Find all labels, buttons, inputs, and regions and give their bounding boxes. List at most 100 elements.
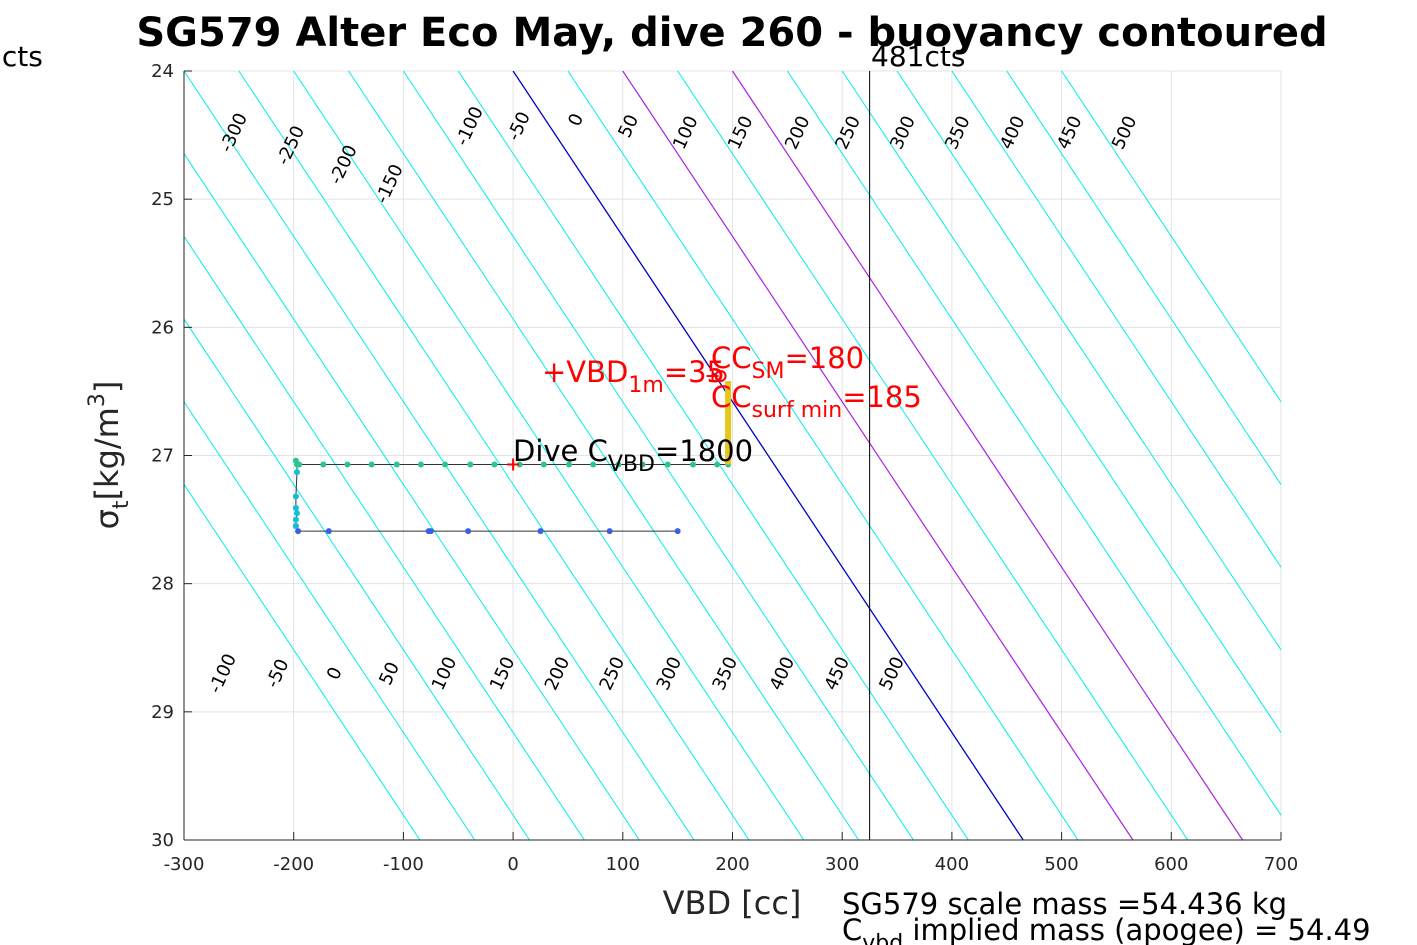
dive-cvbd-main: Dive C — [513, 434, 608, 468]
vbd-1m-sub: 1m — [628, 373, 663, 398]
cc-surf-min-annotation: CCsurf min=185 — [711, 380, 922, 423]
implied-mass-sub: vbd — [862, 931, 903, 945]
x-tick-label: 700 — [1264, 854, 1298, 875]
profile-point — [615, 461, 622, 468]
contour-line — [402, 71, 914, 840]
profile-point — [344, 461, 351, 468]
contour-line — [457, 71, 969, 840]
buoyancy-contours — [184, 71, 1281, 840]
profile-point — [292, 505, 299, 512]
y-tick-label: 30 — [151, 830, 174, 851]
dive-profile — [292, 381, 732, 535]
contour-line — [732, 71, 1244, 840]
x-tick-label: 600 — [1154, 854, 1188, 875]
contour-line — [1006, 71, 1281, 486]
implied-mass-rest: implied mass (apogee) = 54.49 — [903, 913, 1370, 945]
vline-label-1cts: 1cts — [0, 40, 43, 73]
implied-mass-c: C — [842, 913, 862, 945]
x-tick-label: 200 — [715, 854, 749, 875]
contour-line — [184, 400, 476, 840]
y-tick-label: 29 — [151, 702, 174, 723]
scale-mass-text: SG579 scale mass =54.436 kg — [842, 887, 1287, 921]
marker-symbols — [507, 370, 727, 471]
contour-line — [184, 318, 530, 840]
x-tick-label: 400 — [935, 854, 969, 875]
y-tick-label: 28 — [151, 574, 174, 595]
cc-sm-circle-marker — [714, 370, 727, 383]
x-tick-label: 0 — [507, 854, 518, 875]
profile-point — [606, 528, 613, 535]
dive-cvbd-sub: VBD — [608, 452, 655, 477]
profile-point — [293, 510, 300, 517]
contour-line — [896, 71, 1281, 651]
profile-point — [292, 493, 299, 500]
profile-point — [293, 469, 300, 476]
x-tick-label: -300 — [164, 854, 205, 875]
cc-surf-min-sub: surf min — [752, 398, 843, 423]
chart-title: SG579 Alter Eco May, dive 260 - buoyancy… — [136, 10, 1327, 56]
y-axis-label: σt[kg/m3] — [85, 381, 134, 530]
cc-surf-min-main: CC — [711, 380, 752, 414]
cc-sm-value: =180 — [784, 341, 864, 375]
contour-line — [184, 483, 421, 840]
contour-line — [348, 71, 860, 840]
contour-line — [622, 71, 1134, 840]
profile-point — [417, 461, 424, 468]
profile-point — [465, 528, 472, 535]
cc-sm-sub: SM — [752, 359, 785, 384]
contour-line — [184, 152, 640, 840]
contour-line — [841, 71, 1281, 734]
profile-point — [442, 461, 449, 468]
cc-sm-main: CC — [711, 341, 752, 375]
y-tick-label: 27 — [151, 446, 174, 467]
y-axis-label-sub: t — [109, 500, 134, 509]
profile-point — [566, 461, 573, 468]
contour-line — [293, 71, 805, 840]
implied-mass-text: Cvbd implied mass (apogee) = 54.49 — [842, 913, 1371, 945]
x-tick-label: 300 — [825, 854, 859, 875]
cc-surf-min-value: =185 — [842, 380, 922, 414]
x-tick-label: 100 — [606, 854, 640, 875]
profile-point — [537, 528, 544, 535]
axes — [183, 70, 1282, 841]
contour-line — [786, 71, 1281, 817]
profile-point — [590, 461, 597, 468]
contour-line — [567, 71, 1079, 840]
profile-point — [292, 522, 299, 529]
profile-point — [664, 461, 671, 468]
x-tick-label: -100 — [383, 854, 424, 875]
contour-line — [238, 71, 750, 840]
grid-lines — [183, 70, 1282, 841]
y-tick-label: 24 — [151, 61, 174, 82]
profile-point — [296, 461, 303, 468]
profile-point — [467, 461, 474, 468]
contour-line — [512, 71, 1024, 840]
contour-line — [951, 71, 1281, 569]
vbd-1m-annotation: +VBD1m=35 — [542, 355, 725, 398]
profile-point — [491, 461, 498, 468]
profile-point — [425, 528, 432, 535]
profile-point — [690, 461, 697, 468]
profile-point — [320, 461, 327, 468]
vline-label-481cts: 481cts — [871, 40, 965, 73]
profile-point — [516, 461, 523, 468]
y-tick-label: 25 — [151, 189, 174, 210]
contour-line — [184, 71, 695, 840]
vbd-1m-main: +VBD — [542, 355, 628, 389]
contour-line — [677, 71, 1189, 840]
profile-point — [295, 528, 302, 535]
y-axis-label-sup: 3 — [85, 393, 110, 407]
profile-point — [540, 461, 547, 468]
x-tick-label: -200 — [273, 854, 314, 875]
contour-line — [1061, 71, 1281, 403]
vbd-1m-value: =35 — [664, 355, 725, 389]
profile-point — [325, 528, 332, 535]
cc-sm-annotation: CCSM=180 — [711, 341, 864, 384]
y-axis-label-unit: [kg/m — [88, 407, 126, 500]
y-tick-label: 26 — [151, 317, 174, 338]
y-axis-label-close: ] — [88, 381, 126, 393]
y-axis-label-main: σ — [88, 509, 126, 529]
profile-point — [674, 528, 681, 535]
dive-cvbd-annotation: Dive CVBD=1800 — [513, 434, 753, 477]
